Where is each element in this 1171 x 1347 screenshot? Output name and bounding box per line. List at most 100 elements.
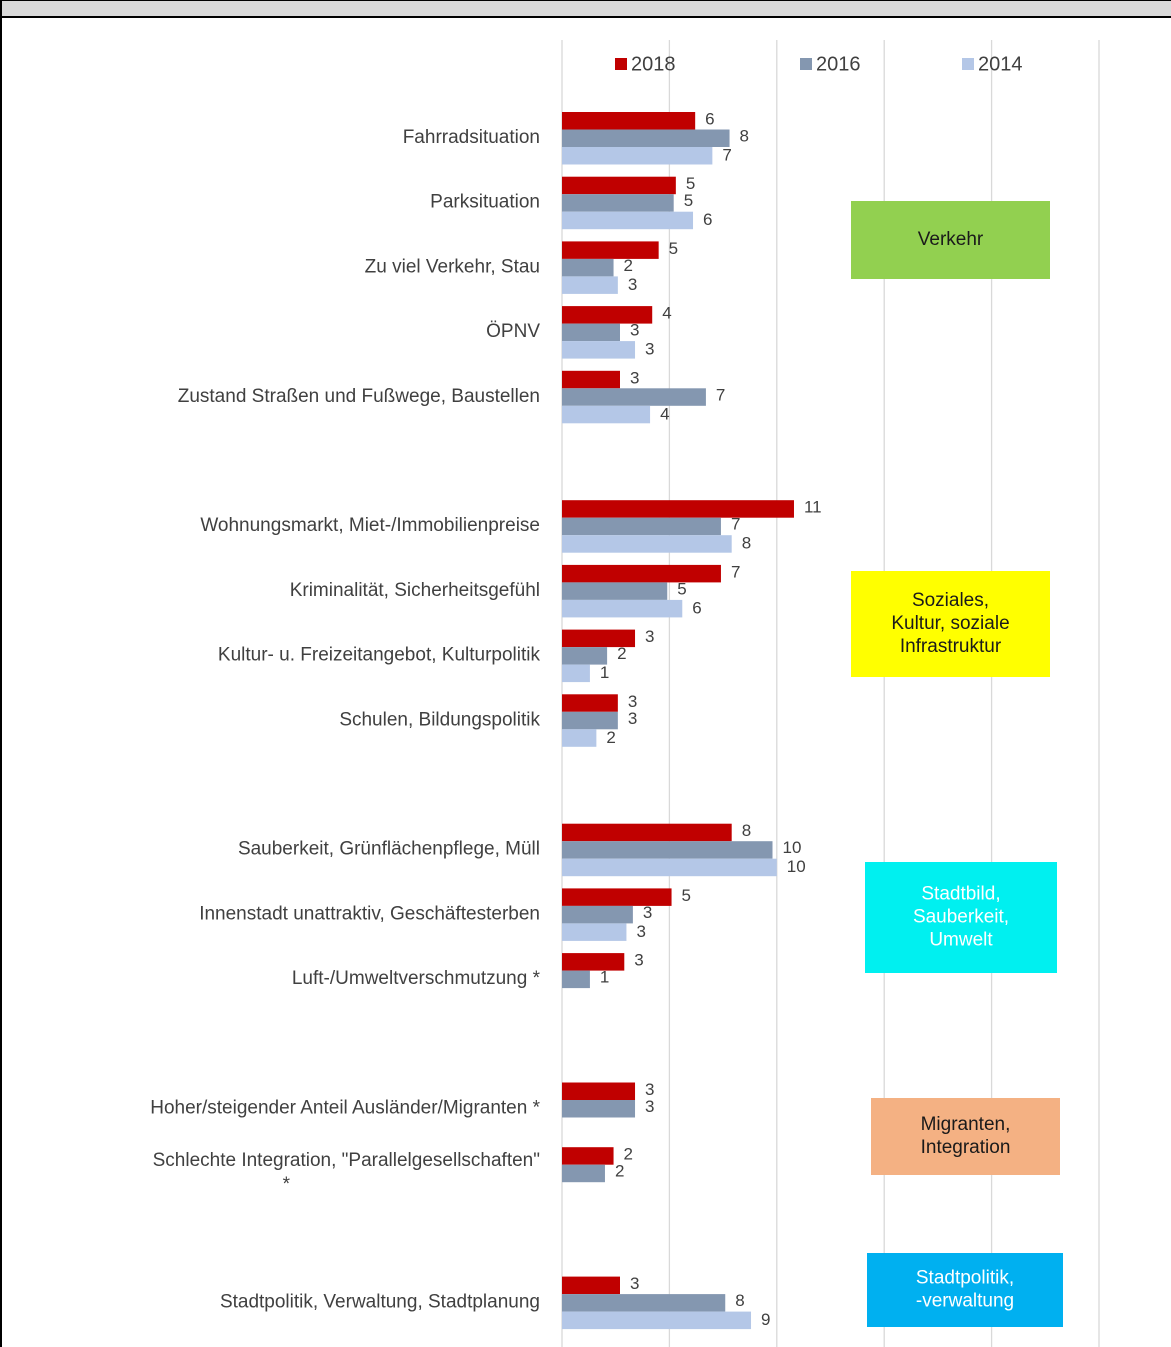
- value-label: 3: [636, 922, 645, 941]
- bar: [562, 953, 625, 971]
- value-label: 6: [692, 598, 701, 617]
- bar: [562, 1311, 752, 1330]
- bar: [562, 517, 721, 536]
- category-label: Zustand Straßen und Fußwege, Baustellen: [178, 386, 540, 407]
- bar: [562, 694, 618, 712]
- bar: [562, 823, 732, 842]
- bar: [562, 500, 794, 518]
- bar: [562, 194, 674, 212]
- group-label: Migranten,: [921, 1114, 1011, 1135]
- value-label: 5: [677, 579, 686, 598]
- category-label: Hoher/steigender Anteil Ausländer/Migran…: [150, 1098, 540, 1119]
- category-label: Zu viel Verkehr, Stau: [365, 256, 540, 277]
- value-label: 3: [628, 709, 637, 728]
- value-label: 3: [630, 368, 639, 387]
- category-label: ÖPNV: [486, 321, 540, 342]
- value-label: 2: [606, 728, 615, 747]
- value-label: 4: [662, 304, 671, 323]
- group-label: Stadtbild,: [921, 884, 1000, 905]
- legend-label: 2016: [816, 53, 861, 75]
- value-label: 11: [804, 498, 822, 517]
- value-label: 8: [742, 821, 751, 840]
- bar: [562, 341, 636, 359]
- value-label: 4: [660, 404, 669, 423]
- value-label: 5: [684, 191, 693, 210]
- value-label: 6: [705, 109, 714, 128]
- bar: [562, 176, 676, 195]
- category-label: Stadtpolitik, Verwaltung, Stadtplanung: [220, 1292, 540, 1313]
- bar: [562, 647, 608, 665]
- bar: [562, 729, 597, 747]
- category-label: Parksituation: [430, 192, 540, 213]
- bar: [562, 276, 618, 294]
- group-label: Verkehr: [918, 229, 984, 250]
- bar: [562, 582, 668, 600]
- value-label: 3: [645, 627, 654, 646]
- bar: [562, 970, 590, 989]
- bar: [562, 112, 696, 130]
- group-label: Soziales,: [912, 590, 989, 611]
- value-label: 7: [722, 145, 731, 164]
- bar: [562, 629, 636, 648]
- category-label: Fahrradsituation: [403, 127, 540, 148]
- bar: [562, 1276, 620, 1295]
- value-label: 1: [600, 663, 609, 682]
- category-label: Sauberkeit, Grünflächenpflege, Müll: [238, 839, 540, 860]
- bar: [562, 405, 651, 424]
- value-label: 3: [628, 692, 637, 711]
- group-label: Infrastruktur: [900, 636, 1002, 657]
- bar: [562, 564, 721, 583]
- bar: [562, 258, 614, 277]
- legend-label: 2014: [978, 53, 1023, 75]
- value-label: 3: [643, 903, 652, 922]
- value-label: 3: [645, 340, 654, 359]
- bar: [562, 306, 653, 324]
- bar: [562, 1294, 726, 1312]
- bar: [562, 1147, 614, 1165]
- header-band: [0, 0, 1171, 18]
- bar: [562, 147, 713, 165]
- legend-swatch: [615, 58, 627, 70]
- group-box: [851, 201, 1050, 279]
- value-label: 2: [617, 644, 626, 663]
- group-label: Kultur, soziale: [891, 613, 1009, 634]
- value-label: 3: [628, 275, 637, 294]
- bar: [562, 888, 672, 906]
- group-label: Stadtpolitik,: [916, 1268, 1014, 1289]
- legend-swatch: [800, 58, 812, 70]
- category-label: Luft-/Umweltverschmutzung *: [292, 968, 541, 989]
- value-label: 9: [761, 1310, 770, 1329]
- value-label: 1: [600, 968, 609, 987]
- bar: [562, 323, 620, 342]
- value-label: 3: [645, 1097, 654, 1116]
- bar: [562, 599, 683, 618]
- category-label: Schulen, Bildungspolitik: [339, 709, 540, 730]
- legend-swatch: [962, 58, 974, 70]
- value-label: 3: [645, 1080, 654, 1099]
- value-label: 7: [731, 515, 740, 534]
- group-box: [851, 571, 1050, 677]
- bar: [562, 858, 777, 877]
- category-label: Kriminalität, Sicherheitsgefühl: [290, 580, 540, 601]
- group-label: Umwelt: [929, 930, 993, 951]
- bar: [562, 370, 620, 389]
- value-label: 7: [731, 562, 740, 581]
- legend-label: 2018: [631, 53, 676, 75]
- value-label: 10: [783, 838, 802, 857]
- bar: [562, 841, 773, 859]
- value-label: 5: [669, 239, 678, 258]
- bar: [562, 905, 633, 924]
- group-label: Integration: [921, 1137, 1011, 1158]
- bar: [562, 1100, 636, 1118]
- value-label: 10: [787, 857, 806, 876]
- value-label: 7: [716, 385, 725, 404]
- bar: [562, 1164, 605, 1183]
- bar: [562, 535, 732, 553]
- bar: [562, 1082, 636, 1100]
- value-label: 3: [634, 951, 643, 970]
- group-box: [865, 862, 1057, 973]
- category-label: Schlechte Integration, "Parallelgesellsc…: [153, 1150, 540, 1195]
- value-label: 6: [703, 210, 712, 229]
- value-label: 8: [742, 534, 751, 553]
